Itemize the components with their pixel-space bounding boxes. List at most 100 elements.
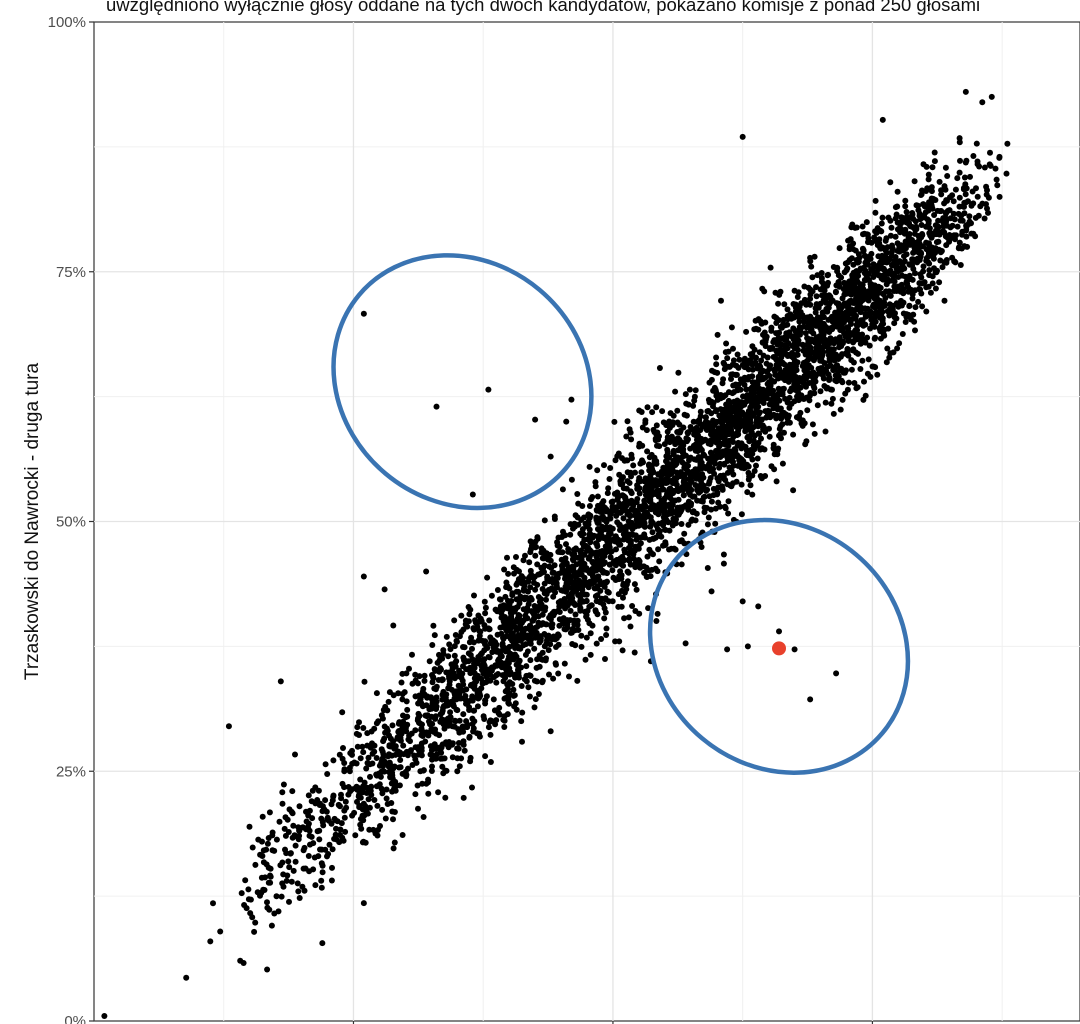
data-point [647, 573, 654, 580]
data-point [646, 462, 652, 469]
outlier-point [101, 1013, 108, 1020]
data-point [646, 498, 653, 505]
data-point [741, 374, 748, 381]
data-point [563, 584, 570, 591]
data-point [542, 621, 549, 628]
data-point [556, 609, 563, 615]
data-point [775, 375, 782, 382]
data-point [738, 481, 745, 488]
data-point [460, 663, 466, 670]
data-point [845, 325, 852, 332]
data-point [714, 331, 721, 338]
data-point [524, 615, 531, 622]
data-point [391, 809, 398, 815]
data-point [733, 362, 740, 369]
data-point [624, 511, 631, 518]
data-point [790, 352, 797, 359]
data-point [833, 323, 840, 330]
data-point [911, 318, 918, 325]
outlier-point [739, 133, 746, 140]
data-point [766, 433, 773, 440]
data-point [391, 763, 398, 770]
data-point [251, 928, 258, 935]
data-point [581, 591, 588, 598]
data-point [502, 593, 509, 600]
data-point [666, 454, 673, 461]
data-point [544, 633, 551, 640]
data-point [379, 748, 386, 755]
data-point [341, 814, 348, 821]
data-point [575, 500, 582, 507]
data-point [527, 584, 534, 591]
data-point [357, 755, 364, 762]
data-point [602, 596, 609, 603]
data-point [812, 309, 819, 316]
data-point [818, 278, 825, 285]
data-point [674, 474, 681, 481]
data-point [878, 322, 885, 328]
data-point [504, 681, 511, 688]
data-point [535, 691, 542, 697]
data-point [926, 267, 933, 274]
data-point [339, 709, 346, 716]
data-point [619, 507, 626, 514]
data-point [415, 751, 422, 758]
outlier-point [879, 116, 886, 123]
data-point [534, 561, 541, 568]
data-point [796, 324, 803, 331]
data-point [506, 665, 513, 672]
data-point [648, 451, 655, 458]
data-point [744, 461, 750, 468]
data-point [532, 624, 539, 631]
data-point [660, 542, 666, 549]
data-point [829, 395, 836, 402]
data-point [841, 291, 848, 298]
data-point [435, 789, 442, 796]
data-point [416, 673, 423, 680]
outlier-point [547, 728, 554, 735]
data-point [453, 706, 460, 713]
data-point [593, 640, 600, 647]
data-point [528, 636, 534, 643]
data-point [728, 483, 735, 490]
data-point [728, 437, 735, 444]
data-point [391, 839, 398, 846]
data-point [900, 286, 907, 293]
data-point [571, 617, 577, 624]
data-point [264, 899, 270, 906]
data-point [708, 451, 715, 458]
data-point [880, 245, 887, 251]
data-point [632, 469, 638, 476]
data-point [579, 526, 586, 533]
data-point [451, 652, 458, 659]
data-point [543, 655, 549, 662]
data-point [578, 632, 585, 639]
data-point [720, 551, 727, 558]
data-point [790, 301, 797, 307]
outlier-point [744, 643, 751, 650]
data-point [554, 542, 561, 549]
data-point [936, 231, 943, 238]
data-point [480, 713, 487, 720]
data-point [889, 272, 896, 279]
data-point [853, 385, 860, 392]
data-point [594, 493, 601, 500]
data-point [902, 203, 909, 210]
data-point [628, 436, 635, 443]
data-point [599, 534, 606, 541]
data-point [890, 349, 897, 356]
data-point [595, 505, 602, 512]
data-point [954, 175, 961, 182]
data-point [871, 295, 878, 302]
data-point [965, 198, 971, 205]
data-point [867, 308, 874, 315]
data-point [433, 706, 440, 712]
data-point [568, 579, 575, 586]
data-point [776, 329, 783, 336]
data-point [811, 377, 818, 384]
data-point [839, 351, 845, 358]
data-point [586, 578, 593, 585]
annotation-ellipse [647, 517, 911, 775]
data-point [685, 521, 692, 528]
data-point [703, 487, 710, 494]
